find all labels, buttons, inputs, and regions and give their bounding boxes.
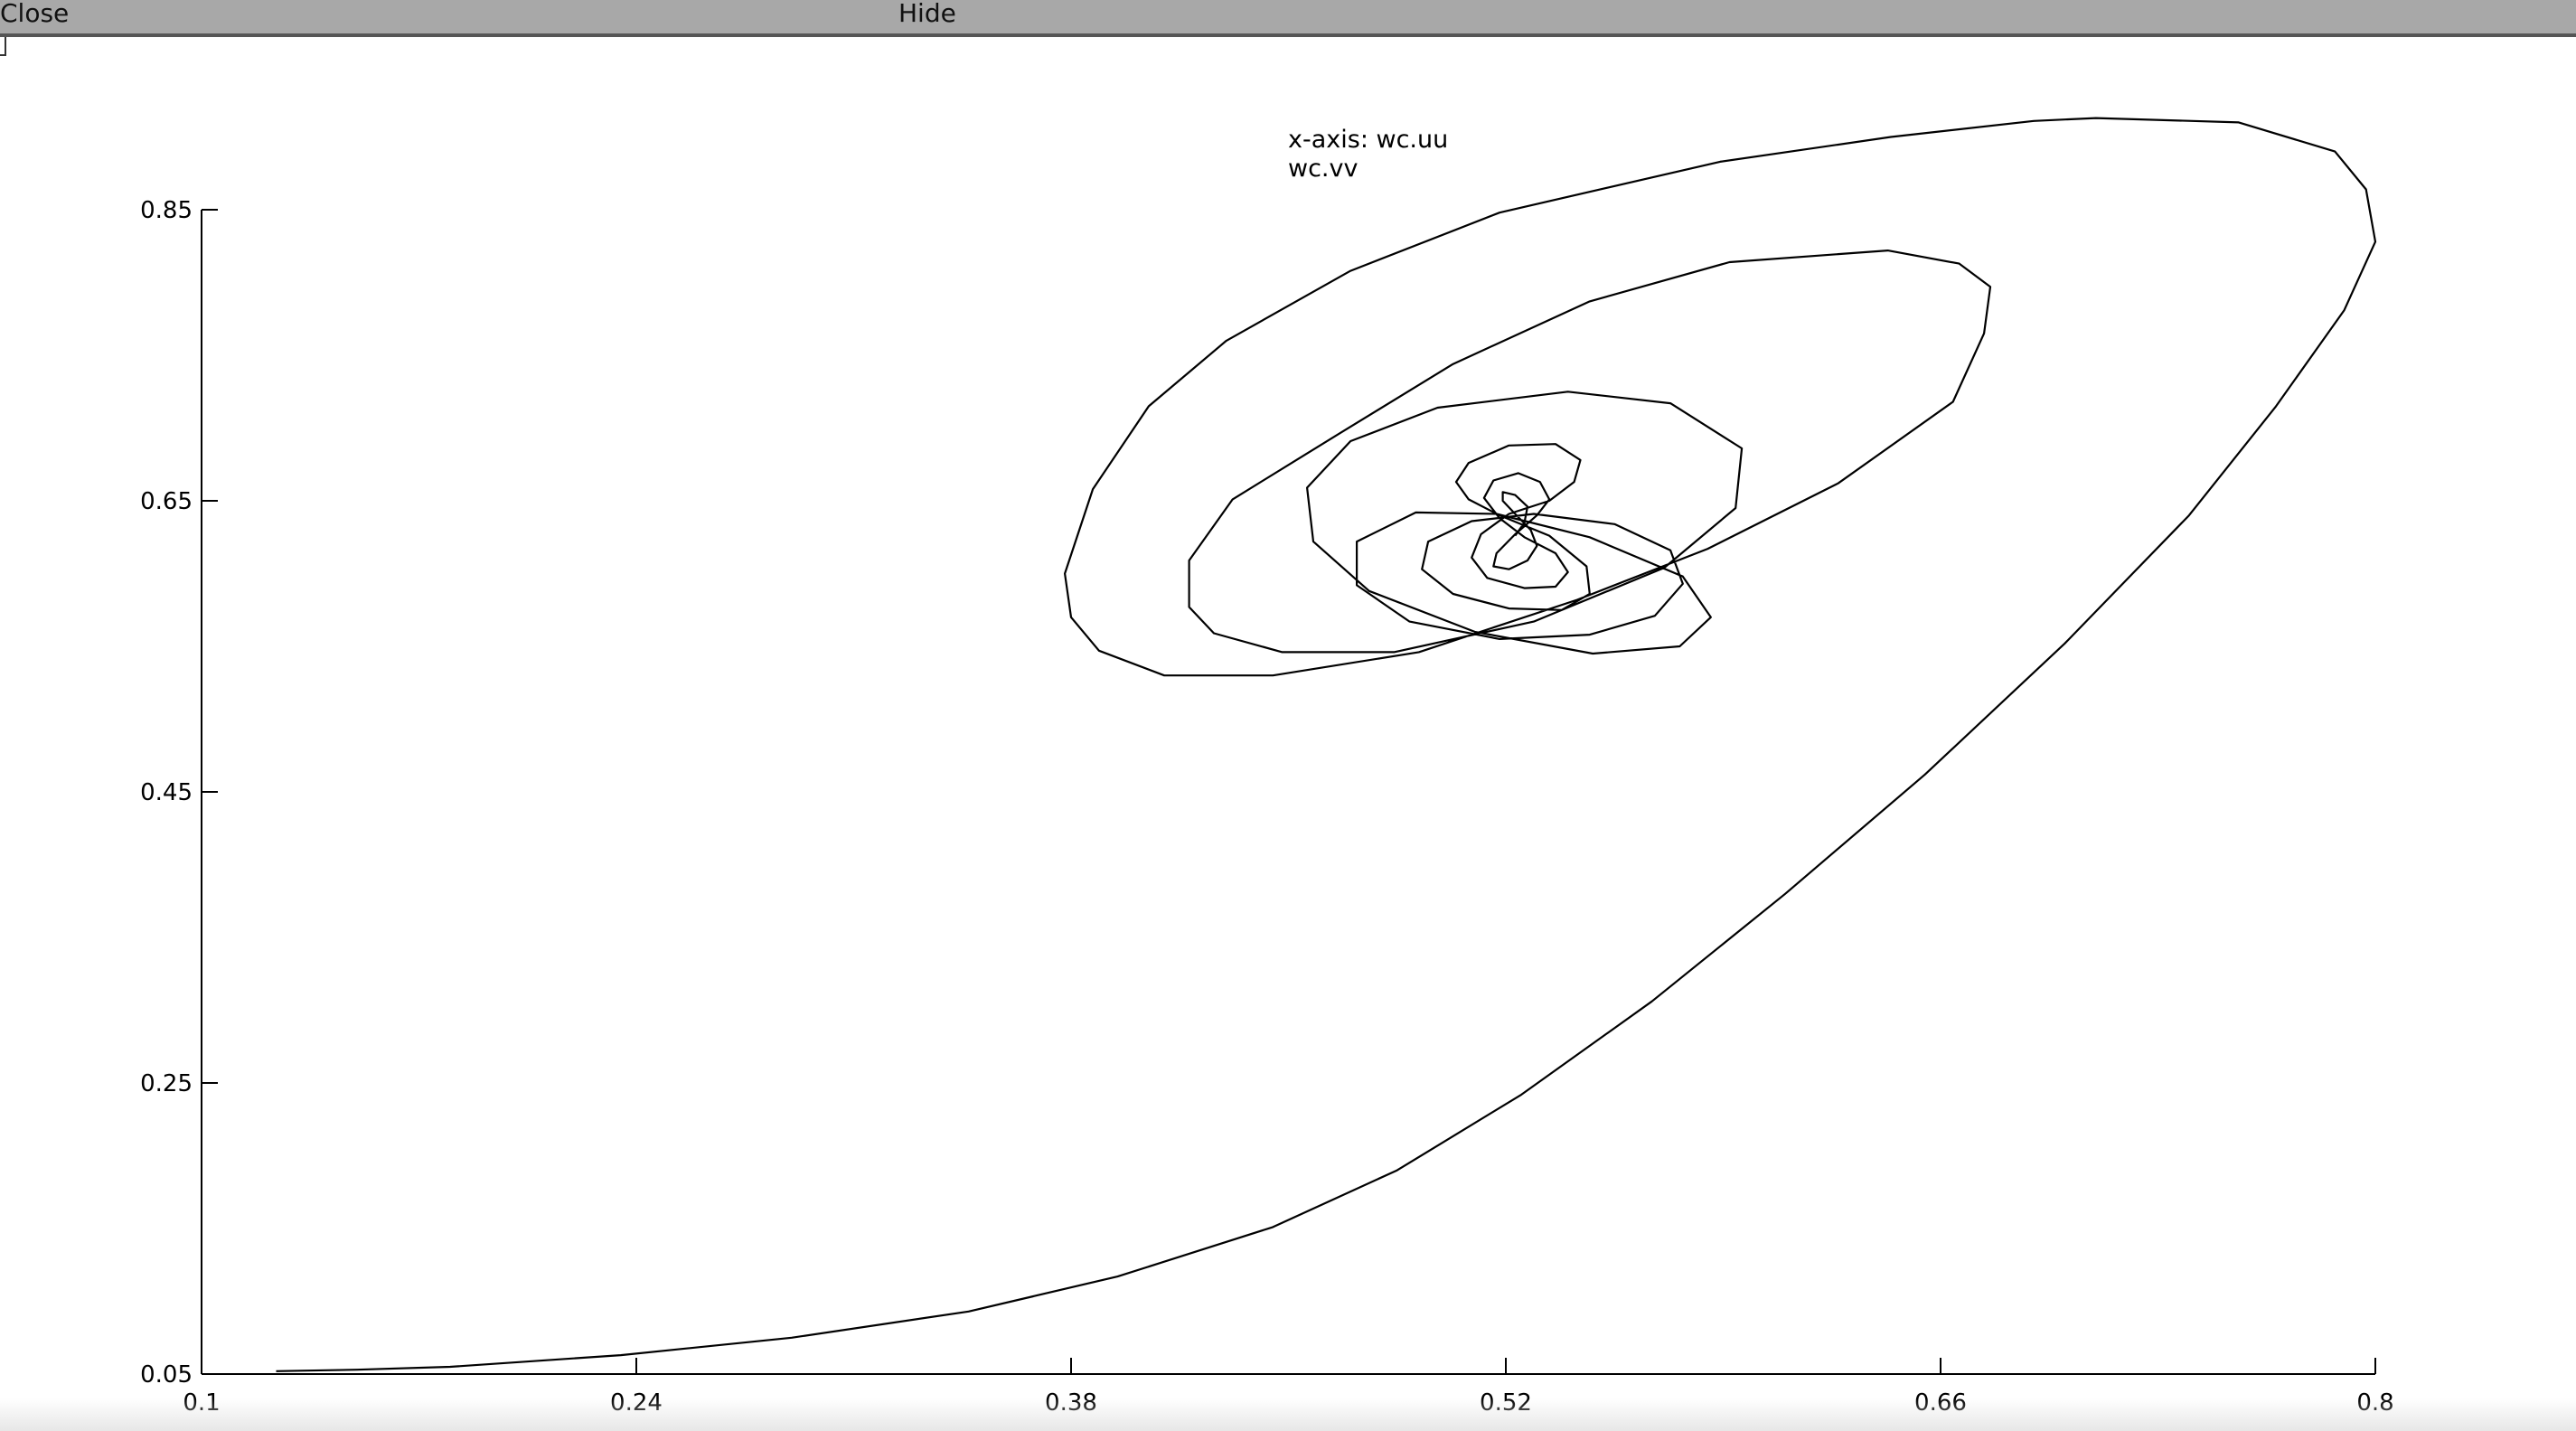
close-button[interactable]: Close [0, 0, 70, 28]
y-tick-label: 0.45 [140, 779, 193, 806]
legend-line: x-axis: wc.uu [1288, 126, 1448, 154]
x-tick-label: 0.66 [1914, 1389, 1967, 1417]
y-tick-label: 0.85 [140, 197, 193, 224]
plot-area: 0.1 0.24 0.38 0.52 0.66 0.8 0.05 0.25 0.45 0.65 0.… [0, 37, 2576, 1431]
top-toolbar: Close Hide [0, 0, 2576, 37]
legend-line: wc.vv [1288, 155, 1358, 183]
y-tick-label: 0.05 [140, 1361, 193, 1389]
x-tick-label: 0.52 [1480, 1389, 1532, 1417]
trajectory-line [276, 117, 2377, 1372]
x-tick-label: 0.24 [610, 1389, 663, 1417]
corner-marker [0, 37, 6, 56]
phase-plot: 0.1 0.24 0.38 0.52 0.66 0.8 0.05 0.25 0.45 0.65 0.… [140, 117, 2394, 1417]
x-tick-label: 0.1 [183, 1389, 220, 1417]
y-tick-label: 0.65 [140, 488, 193, 515]
hide-button[interactable]: Hide [898, 0, 956, 28]
x-tick-label: 0.38 [1045, 1389, 1097, 1417]
x-tick-label: 0.8 [2356, 1389, 2393, 1417]
y-tick-label: 0.25 [140, 1070, 193, 1097]
